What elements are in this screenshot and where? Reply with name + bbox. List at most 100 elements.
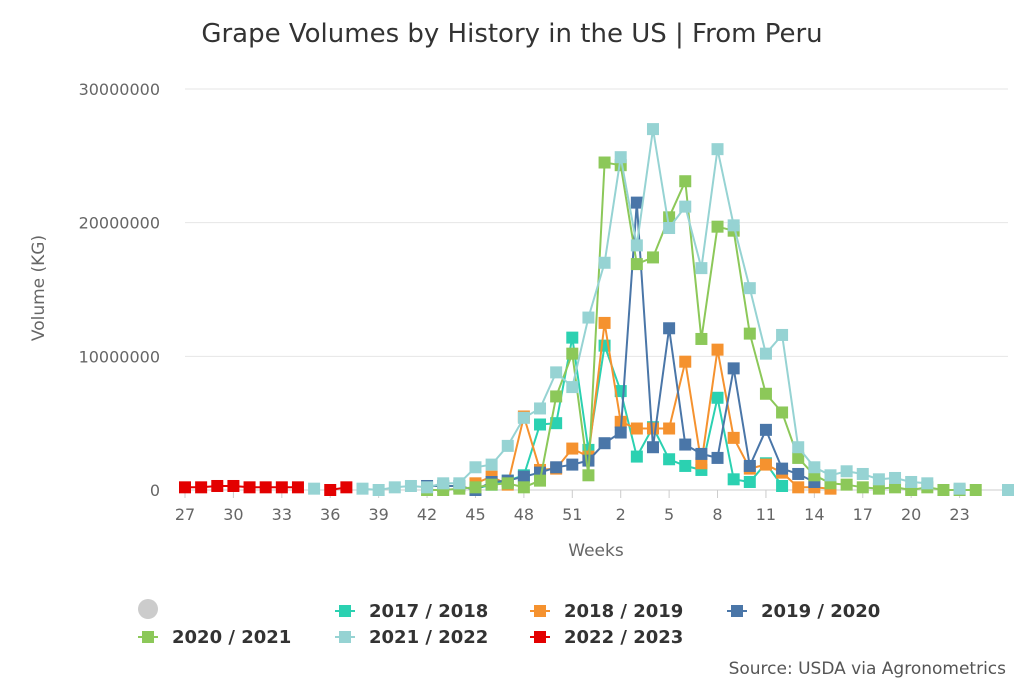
data-point[interactable] — [711, 143, 724, 156]
data-point[interactable] — [743, 475, 756, 488]
data-point[interactable] — [437, 477, 450, 490]
data-point[interactable] — [969, 484, 982, 496]
data-point[interactable] — [324, 484, 337, 496]
data-point[interactable] — [630, 239, 643, 252]
data-point[interactable] — [679, 459, 692, 472]
data-point[interactable] — [711, 391, 724, 404]
data-point[interactable] — [566, 381, 579, 394]
legend-item[interactable]: 2017 / 2018 — [335, 601, 488, 622]
data-point[interactable] — [711, 220, 724, 233]
data-point[interactable] — [663, 322, 676, 335]
data-point[interactable] — [566, 458, 579, 471]
data-point[interactable] — [743, 459, 756, 472]
data-point[interactable] — [759, 387, 772, 400]
data-point[interactable] — [937, 484, 950, 496]
grey-circle-icon[interactable] — [138, 599, 158, 619]
data-point[interactable] — [727, 362, 740, 375]
data-point[interactable] — [291, 481, 304, 494]
data-point[interactable] — [792, 467, 805, 480]
data-point[interactable] — [663, 422, 676, 435]
data-point[interactable] — [630, 196, 643, 209]
data-point[interactable] — [776, 406, 789, 419]
data-point[interactable] — [711, 451, 724, 464]
data-point[interactable] — [501, 439, 514, 452]
legend-item[interactable]: 2019 / 2020 — [727, 601, 880, 622]
data-point[interactable] — [1002, 484, 1014, 496]
data-point[interactable] — [356, 482, 369, 495]
data-point[interactable] — [711, 343, 724, 356]
data-point[interactable] — [485, 478, 498, 491]
data-point[interactable] — [695, 332, 708, 345]
data-point[interactable] — [905, 475, 918, 488]
data-point[interactable] — [501, 477, 514, 490]
data-point[interactable] — [517, 470, 530, 483]
data-point[interactable] — [872, 482, 885, 495]
data-point[interactable] — [646, 441, 659, 454]
data-point[interactable] — [259, 481, 272, 494]
data-point[interactable] — [856, 467, 869, 480]
data-point[interactable] — [598, 156, 611, 169]
data-point[interactable] — [727, 219, 740, 232]
data-point[interactable] — [856, 481, 869, 494]
data-point[interactable] — [759, 423, 772, 436]
data-point[interactable] — [743, 282, 756, 295]
data-point[interactable] — [679, 355, 692, 368]
data-point[interactable] — [630, 422, 643, 435]
data-point[interactable] — [630, 450, 643, 463]
legend-item[interactable]: 2021 / 2022 — [335, 627, 488, 648]
data-point[interactable] — [663, 453, 676, 466]
data-point[interactable] — [695, 262, 708, 275]
data-point[interactable] — [179, 481, 191, 494]
data-point[interactable] — [824, 469, 837, 482]
data-point[interactable] — [679, 175, 692, 188]
data-point[interactable] — [550, 461, 563, 474]
data-point[interactable] — [679, 200, 692, 213]
data-point[interactable] — [453, 477, 466, 490]
data-point[interactable] — [614, 426, 627, 439]
data-point[interactable] — [776, 479, 789, 492]
legend-item[interactable]: 2022 / 2023 — [530, 627, 683, 648]
data-point[interactable] — [340, 481, 353, 494]
data-point[interactable] — [663, 222, 676, 235]
data-point[interactable] — [534, 402, 547, 415]
data-point[interactable] — [598, 437, 611, 450]
data-point[interactable] — [582, 311, 595, 324]
data-point[interactable] — [679, 438, 692, 451]
data-point[interactable] — [404, 479, 417, 492]
data-point[interactable] — [808, 461, 821, 474]
data-point[interactable] — [550, 390, 563, 403]
data-point[interactable] — [646, 123, 659, 136]
data-point[interactable] — [388, 481, 401, 494]
data-point[interactable] — [566, 347, 579, 360]
data-point[interactable] — [550, 417, 563, 430]
data-point[interactable] — [211, 479, 224, 492]
data-point[interactable] — [840, 465, 853, 478]
data-point[interactable] — [243, 481, 256, 494]
data-point[interactable] — [469, 461, 482, 474]
data-point[interactable] — [534, 418, 547, 431]
data-point[interactable] — [227, 479, 240, 492]
data-point[interactable] — [759, 347, 772, 360]
data-point[interactable] — [550, 366, 563, 379]
data-point[interactable] — [372, 484, 385, 496]
data-point[interactable] — [517, 481, 530, 494]
data-point[interactable] — [776, 328, 789, 341]
data-point[interactable] — [534, 474, 547, 487]
data-point[interactable] — [566, 442, 579, 455]
data-point[interactable] — [792, 441, 805, 454]
data-point[interactable] — [695, 457, 708, 470]
legend-item[interactable]: 2020 / 2021 — [138, 627, 291, 648]
data-point[interactable] — [517, 411, 530, 424]
data-point[interactable] — [275, 481, 288, 494]
data-point[interactable] — [872, 473, 885, 486]
data-point[interactable] — [889, 481, 902, 494]
data-point[interactable] — [598, 316, 611, 329]
data-point[interactable] — [759, 458, 772, 471]
data-point[interactable] — [840, 478, 853, 491]
data-point[interactable] — [308, 482, 321, 495]
data-point[interactable] — [485, 458, 498, 471]
data-point[interactable] — [727, 431, 740, 444]
data-point[interactable] — [614, 151, 627, 164]
data-point[interactable] — [695, 447, 708, 460]
data-point[interactable] — [889, 471, 902, 484]
